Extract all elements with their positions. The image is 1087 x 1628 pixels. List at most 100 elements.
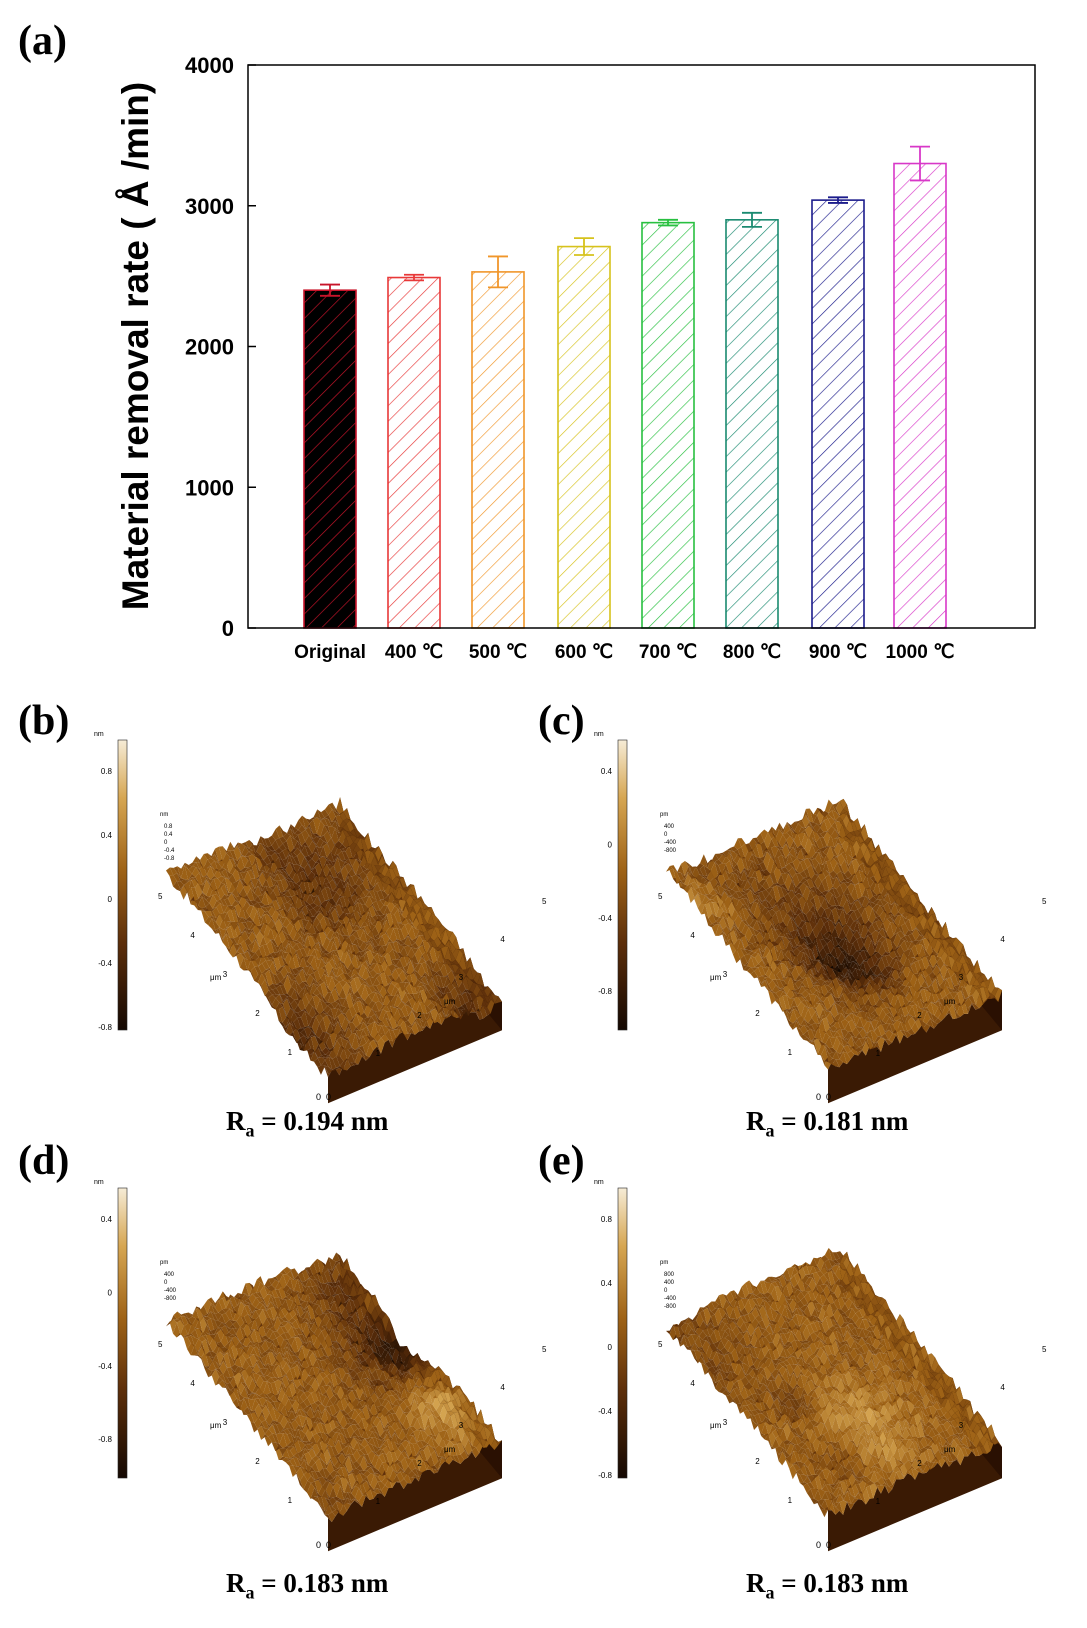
error-bar-7 xyxy=(910,145,930,182)
afm-surface xyxy=(166,797,502,1104)
x-axis-tick: 5 xyxy=(1042,1345,1047,1354)
color-scale-tick: 0.8 xyxy=(601,1215,613,1224)
z-axis-tick: 0.4 xyxy=(164,832,173,838)
x-axis-tick: 1 xyxy=(376,1049,381,1058)
x-axis-tick: 1 xyxy=(876,1497,881,1506)
color-scale-tick: -0.4 xyxy=(98,1362,112,1371)
color-scale-unit: nm xyxy=(94,1179,104,1186)
origin-tick: 0 xyxy=(316,1540,321,1550)
origin-tick: 0 xyxy=(326,1540,331,1550)
bar-3 xyxy=(557,245,611,629)
y-axis-label: Material removal rate ( Å /min) xyxy=(115,82,156,610)
color-scale-tick: 0 xyxy=(108,1288,113,1297)
y-axis-unit: μm xyxy=(710,973,722,982)
afm-surface xyxy=(166,1252,502,1552)
z-axis-tick: -400 xyxy=(664,1296,677,1302)
afm-panel-c: nm 0.4 0 -0.4 -0.8 pm 400 0 -400 -800 1 1 2 2 3 3 4 4 5 5 0 0… xyxy=(578,730,1078,1150)
z-axis-tick: 400 xyxy=(664,1280,675,1286)
color-scale-bar xyxy=(117,739,128,1031)
origin-tick: 0 xyxy=(816,1540,821,1550)
color-scale-tick: -0.4 xyxy=(598,1407,612,1416)
z-axis-tick: 800 xyxy=(664,1272,675,1278)
x-axis-tick: 3 xyxy=(959,1421,964,1430)
x-tick-label: 500 ℃ xyxy=(469,642,527,663)
x-axis-unit: μm xyxy=(444,997,456,1006)
error-bar-1 xyxy=(404,273,424,282)
x-axis-tick: 3 xyxy=(459,973,464,982)
x-tick-label: 400 ℃ xyxy=(385,642,443,663)
z-axis-tick: -800 xyxy=(164,1296,177,1302)
y-axis-tick: 3 xyxy=(223,970,228,979)
x-axis-tick: 3 xyxy=(959,973,964,982)
x-tick-label: 700 ℃ xyxy=(639,642,697,663)
bar-0 xyxy=(303,289,357,629)
origin-tick: 0 xyxy=(316,1092,321,1102)
y-tick-label: 3000 xyxy=(185,194,234,219)
ra-label-d: Ra = 0.183 nm xyxy=(226,1568,389,1603)
color-scale-bar xyxy=(117,1187,128,1479)
z-axis-unit: pm xyxy=(660,812,668,818)
y-axis-tick: 4 xyxy=(690,1379,695,1388)
ra-label-c: Ra = 0.181 nm xyxy=(746,1106,909,1141)
y-axis-unit: μm xyxy=(210,973,222,982)
z-axis-tick: -0.8 xyxy=(164,856,175,862)
bar-chart: 0 1000 2000 3000 4000 Original 400 ℃ 500 ℃ 600 … xyxy=(115,53,1036,663)
error-bar-0 xyxy=(320,283,340,297)
y-tick-label: 2000 xyxy=(185,335,234,360)
color-scale-tick: -0.8 xyxy=(598,1471,612,1480)
panel-label-a: (a) xyxy=(18,18,67,64)
color-scale-tick: 0.4 xyxy=(101,1215,113,1224)
color-scale-tick: -0.8 xyxy=(98,1023,112,1032)
x-axis-tick: 3 xyxy=(459,1421,464,1430)
afm-panel-d: nm 0.4 0 -0.4 -0.8 pm 400 0 -400 -800 1 1 2 2 3 3 4 4 5 5 0 0… xyxy=(78,1178,578,1598)
color-scale-tick: 0.4 xyxy=(601,767,613,776)
z-axis-tick: -400 xyxy=(164,1288,177,1294)
x-axis-tick: 4 xyxy=(500,935,505,944)
bar-2 xyxy=(471,271,525,629)
z-axis-tick: -800 xyxy=(664,848,677,854)
afm-surface xyxy=(666,1247,1002,1552)
panel-label-c: (c) xyxy=(538,698,585,744)
y-axis-tick: 5 xyxy=(158,892,163,901)
color-scale-unit: nm xyxy=(594,1179,604,1186)
y-axis-tick: 1 xyxy=(288,1048,293,1057)
x-axis-tick: 2 xyxy=(417,1011,422,1020)
panel-label-d: (d) xyxy=(18,1138,70,1184)
y-axis-tick: 3 xyxy=(223,1418,228,1427)
bar-7 xyxy=(893,162,947,629)
x-tick-label: 600 ℃ xyxy=(555,642,613,663)
y-axis-tick: 3 xyxy=(723,970,728,979)
y-axis-tick: 1 xyxy=(288,1496,293,1505)
x-axis-tick: 2 xyxy=(417,1459,422,1468)
error-bar-4 xyxy=(658,218,678,227)
y-axis-unit: μm xyxy=(710,1421,722,1430)
color-scale-bar xyxy=(617,1187,628,1479)
ra-label-b: Ra = 0.194 nm xyxy=(226,1106,389,1141)
bar-5 xyxy=(725,219,779,629)
error-bar-6 xyxy=(828,196,848,204)
z-axis-tick: 0.8 xyxy=(164,824,173,830)
color-scale-tick: 0.8 xyxy=(101,767,113,776)
x-axis-unit: μm xyxy=(444,1445,456,1454)
y-axis-tick: 1 xyxy=(788,1048,793,1057)
z-axis-tick: 400 xyxy=(164,1272,175,1278)
panel-label-b: (b) xyxy=(18,698,70,744)
x-axis-unit: μm xyxy=(944,1445,956,1454)
y-axis-tick: 2 xyxy=(255,1457,260,1466)
error-bar-3 xyxy=(574,237,594,256)
y-axis-tick: 1 xyxy=(788,1496,793,1505)
z-axis-tick: 0 xyxy=(664,1288,668,1294)
y-axis-tick: 2 xyxy=(755,1457,760,1466)
z-axis-tick: 0 xyxy=(164,1280,168,1286)
y-axis-tick: 5 xyxy=(658,892,663,901)
y-tick-label: 1000 xyxy=(185,475,234,500)
x-axis-tick: 2 xyxy=(917,1011,922,1020)
z-axis-tick: -0.4 xyxy=(164,848,175,854)
color-scale-tick: -0.8 xyxy=(98,1435,112,1444)
origin-tick: 0 xyxy=(826,1540,831,1550)
z-axis-tick: 400 xyxy=(664,824,675,830)
x-tick-label: 900 ℃ xyxy=(809,642,867,663)
y-tick-label: 4000 xyxy=(185,53,234,78)
y-axis-tick: 4 xyxy=(690,931,695,940)
bar-6 xyxy=(811,199,865,629)
